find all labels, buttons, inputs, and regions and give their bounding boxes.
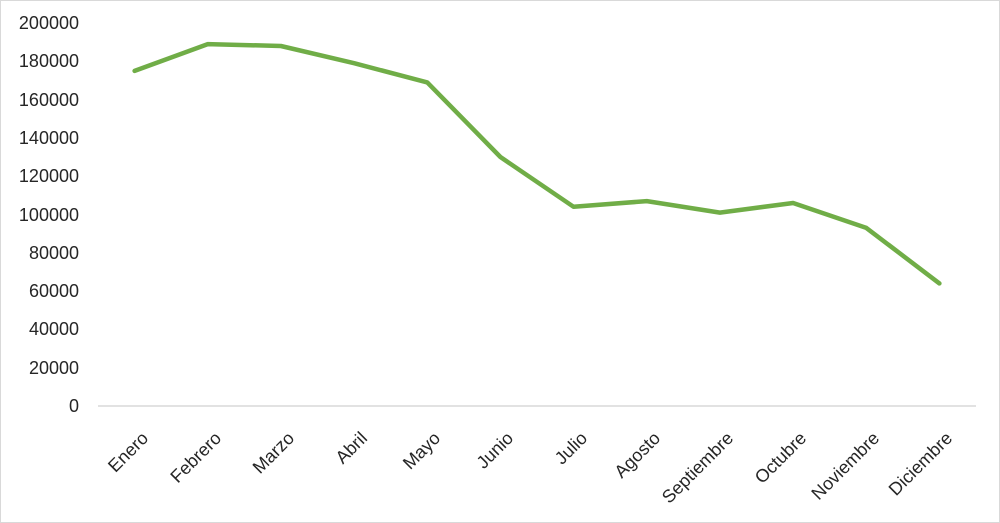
y-axis-tick-label: 0 [68, 396, 79, 416]
y-axis-tick-label: 40000 [28, 319, 79, 340]
y-axis-tick-label: 120000 [18, 166, 79, 187]
y-axis-tick-label: 80000 [28, 242, 79, 263]
y-axis-tick-label: 60000 [28, 281, 79, 302]
y-axis-tick-label: 200000 [18, 13, 79, 33]
y-axis-tick-label: 20000 [28, 357, 79, 378]
series-line [132, 41, 942, 286]
y-axis-tick-label: 100000 [18, 204, 79, 225]
y-axis-tick-label: 180000 [18, 51, 79, 72]
y-axis-tick-label: 140000 [18, 127, 79, 148]
y-axis-tick-label: 160000 [18, 89, 79, 110]
